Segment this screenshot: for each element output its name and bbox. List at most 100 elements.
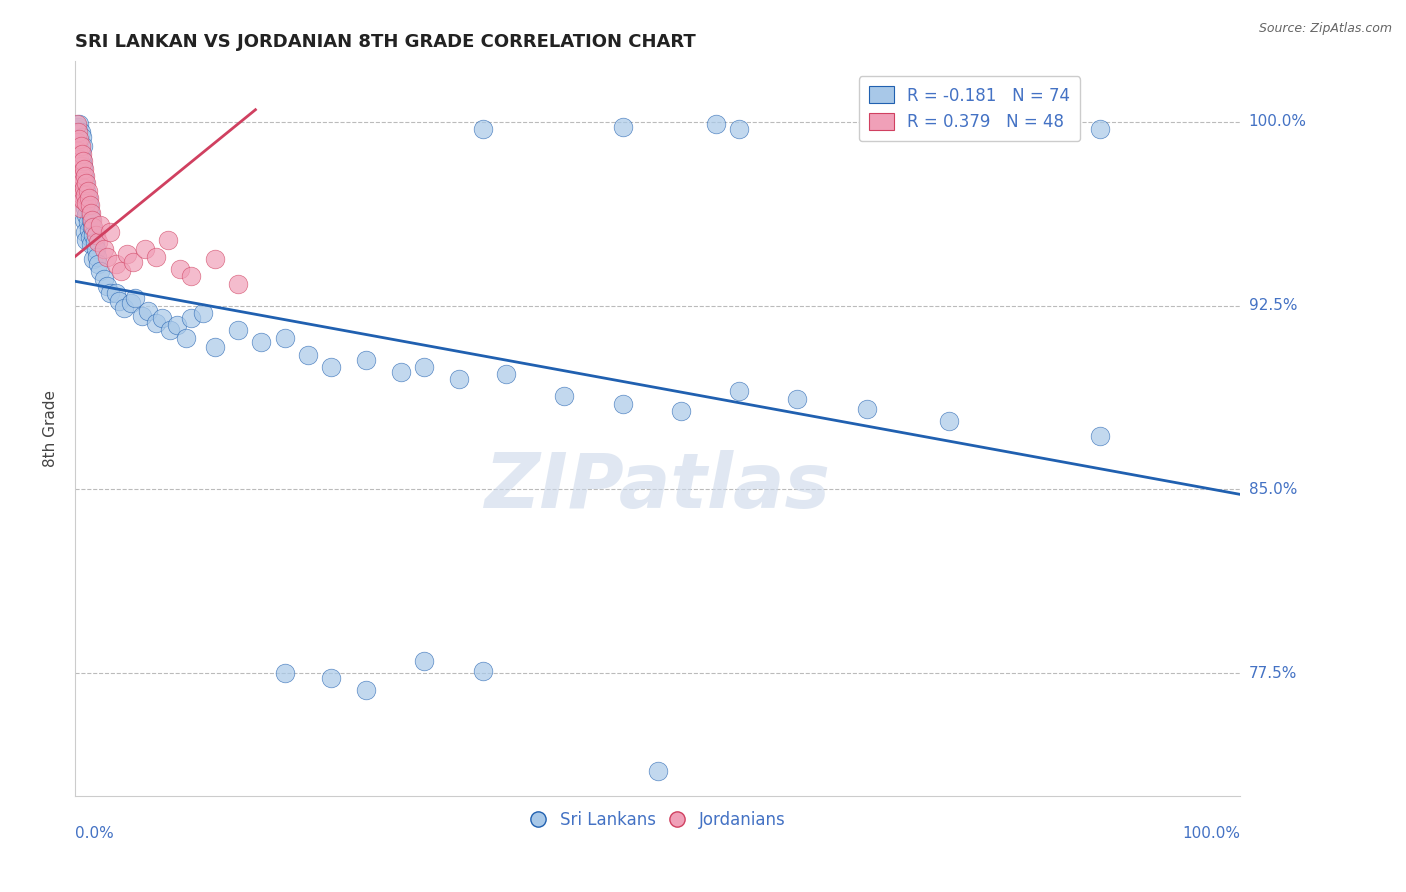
Point [79, 198, 101, 212]
Point [786, 392, 808, 406]
Y-axis label: 8th Grade: 8th Grade [44, 390, 58, 467]
Point [75, 188, 97, 202]
Point [728, 122, 751, 136]
Point [82, 227, 104, 242]
Point [273, 330, 295, 344]
Point [704, 117, 727, 131]
Point [75, 176, 97, 190]
Point [69, 171, 91, 186]
Point [321, 359, 343, 374]
Point [122, 254, 145, 268]
Point [471, 664, 494, 678]
Point [79, 205, 101, 219]
Point [66, 135, 89, 149]
Point [1090, 428, 1112, 442]
Point [150, 310, 173, 325]
Point [76, 215, 98, 229]
Point [83, 235, 105, 249]
Point [82, 220, 104, 235]
Point [75, 195, 97, 210]
Point [145, 316, 167, 330]
Point [67, 125, 90, 139]
Point [69, 145, 91, 159]
Point [80, 213, 103, 227]
Point [72, 139, 94, 153]
Point [89, 264, 111, 278]
Point [76, 191, 98, 205]
Point [273, 666, 295, 681]
Point [75, 233, 97, 247]
Point [69, 191, 91, 205]
Point [69, 132, 91, 146]
Point [86, 250, 108, 264]
Point [938, 414, 960, 428]
Point [76, 184, 98, 198]
Point [204, 340, 226, 354]
Point [98, 286, 121, 301]
Point [612, 120, 634, 134]
Point [471, 122, 494, 136]
Point [82, 252, 104, 267]
Point [108, 293, 131, 308]
Point [180, 269, 202, 284]
Point [87, 235, 110, 249]
Point [77, 191, 100, 205]
Point [80, 205, 103, 219]
Point [70, 152, 93, 166]
Point [82, 213, 104, 227]
Point [80, 237, 103, 252]
Point [98, 225, 121, 239]
Point [87, 257, 110, 271]
Point [82, 220, 104, 235]
Point [75, 208, 97, 222]
Point [136, 303, 159, 318]
Point [69, 159, 91, 173]
Point [70, 129, 93, 144]
Point [159, 323, 181, 337]
Point [449, 372, 471, 386]
Point [73, 161, 96, 176]
Point [70, 146, 93, 161]
Point [72, 174, 94, 188]
Point [226, 277, 249, 291]
Point [69, 125, 91, 139]
Point [166, 318, 188, 333]
Point [67, 164, 90, 178]
Point [612, 397, 634, 411]
Point [131, 309, 153, 323]
Point [903, 122, 925, 136]
Point [69, 152, 91, 166]
Point [93, 243, 115, 257]
Point [66, 117, 89, 131]
Point [134, 243, 156, 257]
Point [157, 233, 180, 247]
Point [104, 286, 127, 301]
Point [77, 198, 100, 212]
Point [73, 213, 96, 227]
Point [354, 683, 377, 698]
Point [73, 169, 96, 183]
Point [69, 164, 91, 178]
Point [93, 272, 115, 286]
Text: 77.5%: 77.5% [1249, 665, 1296, 681]
Point [104, 257, 127, 271]
Point [84, 227, 107, 242]
Point [647, 764, 669, 779]
Point [69, 201, 91, 215]
Point [112, 301, 135, 316]
Text: 0.0%: 0.0% [75, 826, 114, 841]
Point [72, 159, 94, 173]
Point [495, 368, 517, 382]
Point [1090, 122, 1112, 136]
Point [67, 145, 90, 159]
Point [69, 178, 91, 193]
Point [124, 292, 146, 306]
Point [191, 306, 214, 320]
Text: Source: ZipAtlas.com: Source: ZipAtlas.com [1258, 22, 1392, 36]
Point [66, 122, 89, 136]
Point [96, 250, 118, 264]
Point [73, 194, 96, 208]
Point [72, 194, 94, 208]
Point [120, 296, 142, 310]
Point [70, 169, 93, 183]
